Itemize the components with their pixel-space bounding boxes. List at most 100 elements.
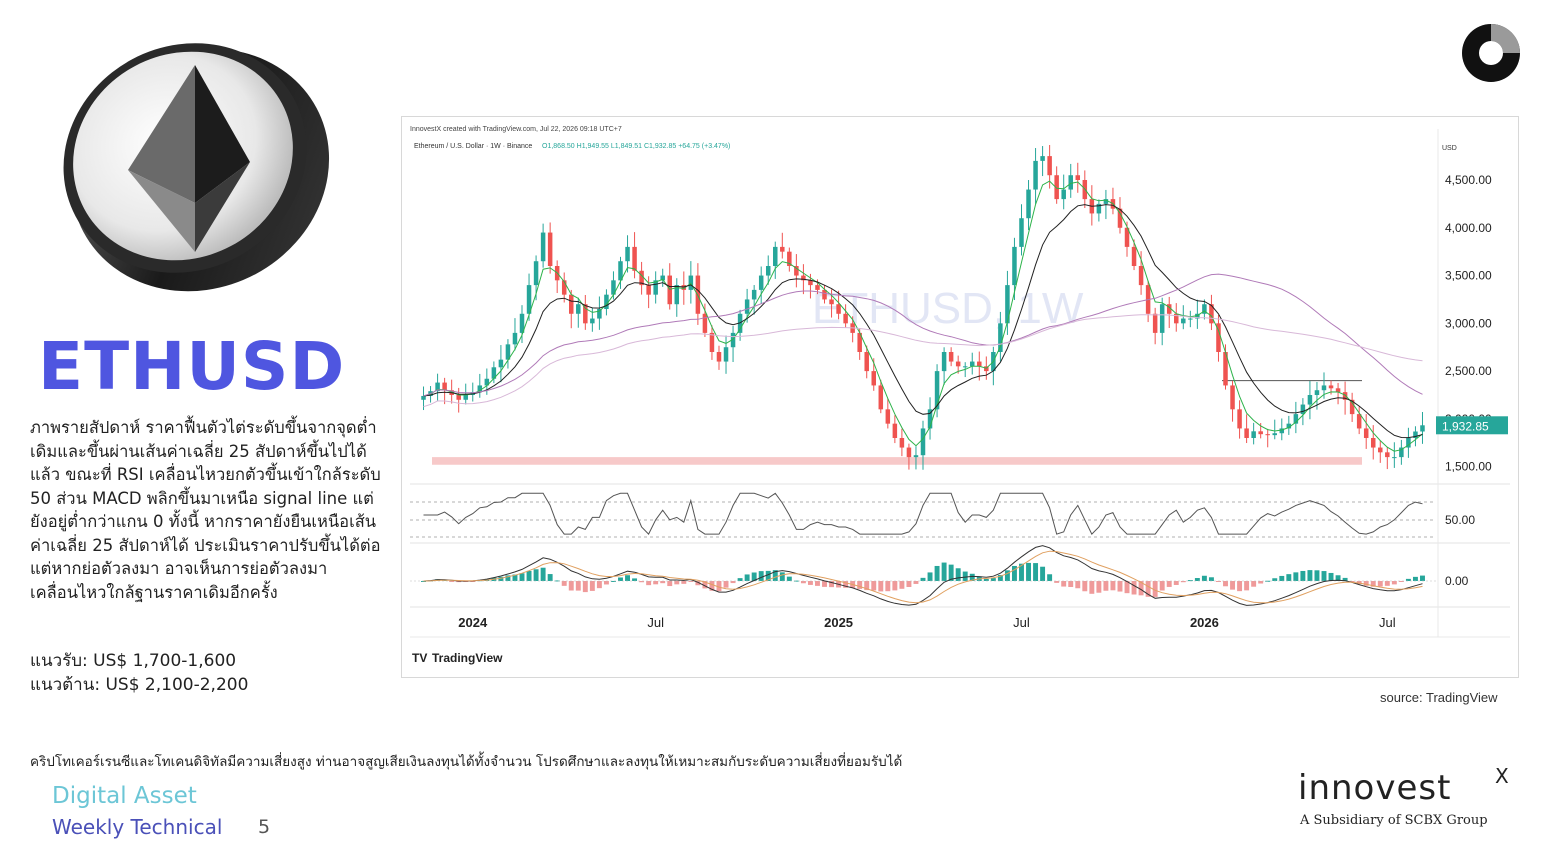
macd-histogram-bar xyxy=(857,581,863,589)
page-number: 5 xyxy=(258,816,271,838)
ma-200-line xyxy=(423,314,1423,408)
macd-histogram-bar xyxy=(997,574,1003,581)
macd-histogram-bar xyxy=(1321,571,1327,581)
candle-body xyxy=(765,266,771,276)
price-tick-label: 2,500.00 xyxy=(1445,364,1492,378)
ethereum-coin-icon xyxy=(63,43,330,292)
price-tick-label: 3,500.00 xyxy=(1445,269,1492,283)
macd-histogram-bar xyxy=(1405,578,1411,581)
ohlc-values: O1,868.50 H1,949.55 L1,849.51 C1,932.85 … xyxy=(542,143,730,150)
rsi-tick-label: 50.00 xyxy=(1445,513,1475,527)
price-tick-label: 4,000.00 xyxy=(1445,221,1492,235)
candle-body xyxy=(1420,425,1425,432)
macd-histogram-bar xyxy=(1272,578,1278,581)
candle-body xyxy=(1237,409,1242,429)
candle-body xyxy=(984,366,989,372)
chart-svg: InnovestX created with TradingView.com, … xyxy=(410,126,1510,665)
candle-body xyxy=(491,367,497,379)
support-level: แนวรับ: US$ 1,700-1,600 xyxy=(30,651,237,671)
candle-body xyxy=(892,423,898,438)
candle-body xyxy=(808,280,813,286)
candle-body xyxy=(1216,323,1221,352)
macd-histogram-bar xyxy=(962,571,968,581)
candle-body xyxy=(1054,175,1059,200)
macd-histogram-bar xyxy=(1307,570,1313,581)
macd-histogram-bar xyxy=(807,581,813,585)
macd-histogram-bar xyxy=(948,564,954,581)
candle-body xyxy=(477,385,483,393)
macd-histogram-bar xyxy=(1420,575,1425,581)
macd-histogram-bar xyxy=(1145,581,1151,597)
tradingview-wordmark: TradingView xyxy=(432,651,503,665)
candle-body xyxy=(1251,431,1256,438)
ema-short-line xyxy=(423,180,1423,452)
candle-body xyxy=(1131,246,1137,266)
macd-histogram-bar xyxy=(519,573,525,581)
candle-body xyxy=(1159,304,1165,333)
candle-body xyxy=(737,313,743,333)
x-axis-label: 2025 xyxy=(824,615,853,630)
macd-histogram-bar xyxy=(1054,581,1060,583)
candle-body xyxy=(836,304,841,314)
candle-body xyxy=(463,395,468,400)
macd-histogram-bar xyxy=(1293,572,1299,581)
candle-body xyxy=(885,409,891,424)
candle-body xyxy=(1328,385,1334,389)
macd-signal-line xyxy=(423,550,1423,604)
chart-header-text: InnovestX created with TradingView.com, … xyxy=(410,126,622,133)
candle-body xyxy=(1378,447,1383,453)
candle-body xyxy=(1265,434,1270,436)
macd-histogram-bar xyxy=(1244,581,1250,591)
candle-body xyxy=(611,280,616,295)
candle-body xyxy=(1117,208,1123,228)
candle-body xyxy=(1152,313,1158,333)
candle-body xyxy=(1272,433,1277,436)
candle-body xyxy=(625,246,630,262)
macd-histogram-bar xyxy=(927,572,933,581)
macd-histogram-bar xyxy=(1391,581,1397,585)
candle-body xyxy=(716,352,722,362)
macd-histogram-bar xyxy=(1061,581,1067,587)
macd-histogram-bar xyxy=(765,570,771,581)
brand-wordmark: innovest xyxy=(1298,768,1452,808)
candle-body xyxy=(730,332,736,348)
candle-body xyxy=(787,251,792,266)
macd-histogram-bar xyxy=(800,581,806,584)
candle-body xyxy=(906,447,912,458)
macd-histogram-bar xyxy=(618,577,623,581)
candle-body xyxy=(660,275,665,281)
macd-histogram-bar xyxy=(899,581,905,589)
macd-histogram-bar xyxy=(561,581,567,586)
tradingview-logo: TV xyxy=(412,651,427,665)
macd-histogram-bar xyxy=(892,581,898,591)
macd-histogram-bar xyxy=(969,573,975,581)
candle-body xyxy=(871,371,877,386)
macd-histogram-bar xyxy=(554,580,560,582)
candle-body xyxy=(1356,414,1362,429)
candle-body xyxy=(533,261,539,286)
candle-body xyxy=(1188,318,1193,320)
macd-histogram-bar xyxy=(758,571,764,581)
candle-body xyxy=(1413,431,1418,438)
price-tick-label: 4,500.00 xyxy=(1445,173,1492,187)
macd-histogram-bar xyxy=(1103,581,1109,591)
source-note: source: TradingView xyxy=(1380,690,1498,705)
macd-tick-label: 0.00 xyxy=(1445,574,1469,588)
candle-body xyxy=(1363,428,1369,438)
candle-body xyxy=(1223,352,1228,386)
macd-histogram-bar xyxy=(1300,570,1306,581)
candle-body xyxy=(857,332,862,352)
last-price-label: 1,932.85 xyxy=(1442,419,1489,433)
candle-body xyxy=(1385,452,1390,458)
candle-body xyxy=(1258,431,1263,435)
candle-body xyxy=(1392,457,1397,459)
macd-histogram-bar xyxy=(1230,581,1236,590)
macd-histogram-bar xyxy=(730,581,736,584)
macd-histogram-bar xyxy=(1412,576,1418,581)
candle-body xyxy=(864,352,869,372)
price-chart: InnovestX created with TradingView.com, … xyxy=(401,116,1519,678)
macd-histogram-bar xyxy=(674,581,680,585)
macd-histogram-bar xyxy=(456,581,462,583)
x-axis-label: Jul xyxy=(1379,615,1396,630)
price-levels: แนวรับ: US$ 1,700-1,600 แนวต้าน: US$ 2,1… xyxy=(30,650,248,697)
